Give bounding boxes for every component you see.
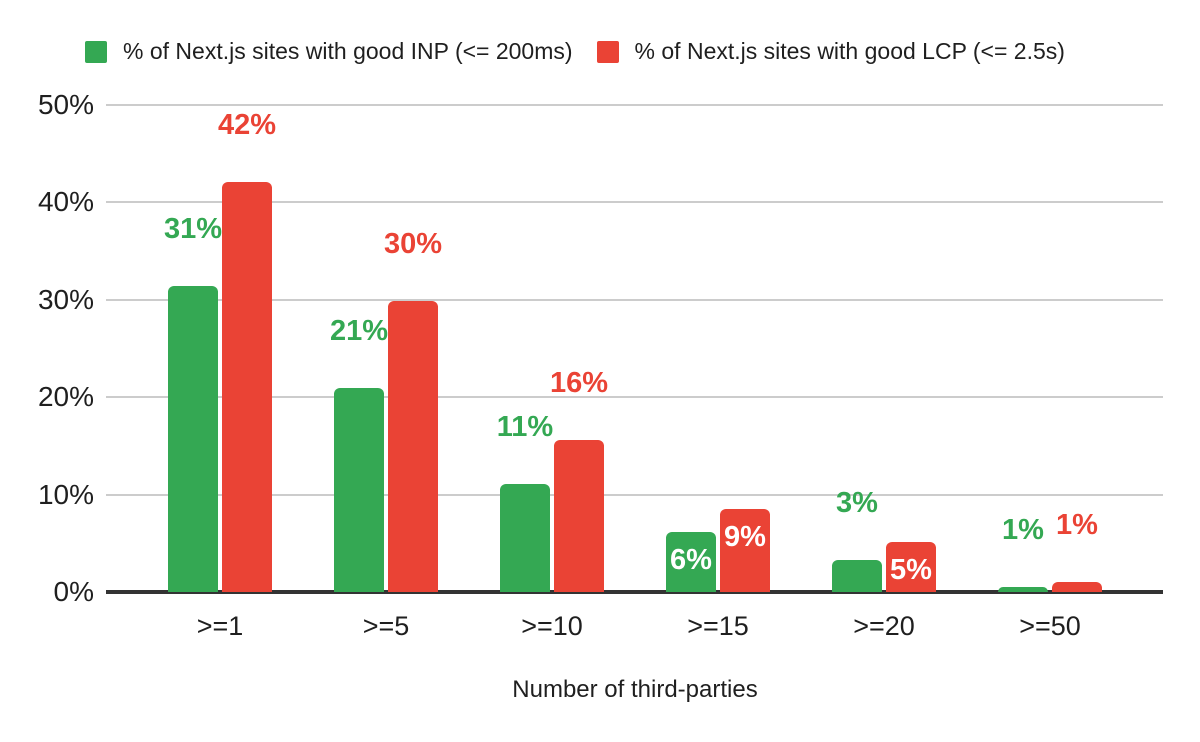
- bar-series1->=20: [886, 542, 936, 592]
- data-label-series1->=1: 42%: [217, 109, 277, 141]
- legend-item-1: % of Next.js sites with good LCP (<= 2.5…: [596, 38, 1065, 65]
- gridline: [106, 103, 1163, 106]
- y-tick-label: 0%: [53, 576, 94, 607]
- legend-swatch-icon: [85, 40, 107, 63]
- bar-series0->=20: [832, 560, 882, 592]
- gridline: [106, 201, 1163, 203]
- chart-legend: % of Next.js sites with good INP (<= 200…: [85, 38, 1065, 65]
- data-label-series1->=50: 1%: [1056, 509, 1098, 541]
- gridline: [106, 298, 1163, 301]
- y-tick-label: 10%: [37, 479, 94, 510]
- bar-series0->=15: [666, 532, 716, 592]
- x-tick-label: >=20: [853, 611, 915, 641]
- x-tick-label: >=5: [362, 611, 410, 641]
- gridline: [106, 493, 1163, 496]
- x-tick-label: >=10: [521, 611, 583, 641]
- data-label-series0->=10: 11%: [496, 411, 554, 443]
- legend-label: % of Next.js sites with good INP (<= 200…: [123, 38, 573, 64]
- data-label-series1->=20: 5%: [890, 554, 932, 586]
- y-tick-label: 40%: [37, 186, 94, 217]
- bar-series1->=5: [388, 301, 438, 592]
- data-label-series1->=10: 16%: [549, 367, 609, 399]
- bar-series0->=50: [998, 587, 1048, 592]
- legend-item-0: % of Next.js sites with good INP (<= 200…: [85, 38, 573, 65]
- x-tick-label: >=1: [196, 611, 244, 641]
- data-label-series0->=5: 21%: [329, 315, 389, 347]
- bar-series1->=15: [720, 509, 770, 592]
- bar-series1->=50: [1052, 582, 1102, 592]
- data-label-series0->=20: 3%: [836, 487, 878, 519]
- x-axis-line: [106, 590, 1163, 594]
- bar-series1->=10: [554, 440, 604, 592]
- data-label-series1->=5: 30%: [383, 228, 443, 260]
- gridline: [106, 396, 1163, 398]
- data-label-series0->=50: 1%: [1002, 514, 1044, 546]
- data-label-series0->=1: 31%: [163, 213, 223, 245]
- x-axis-title: Number of third-parties: [512, 676, 758, 703]
- y-tick-label: 30%: [37, 284, 94, 315]
- bar-series1->=1: [222, 182, 272, 592]
- y-tick-label: 20%: [37, 381, 94, 412]
- legend-label: % of Next.js sites with good LCP (<= 2.5…: [634, 38, 1065, 64]
- bar-series0->=10: [500, 484, 550, 592]
- bar-series0->=1: [168, 286, 218, 592]
- legend-swatch-icon: [596, 40, 619, 63]
- y-tick-label: 50%: [37, 89, 94, 120]
- x-tick-label: >=50: [1019, 611, 1081, 641]
- data-label-series0->=15: 6%: [670, 544, 712, 576]
- data-label-series1->=15: 9%: [724, 521, 766, 553]
- x-tick-label: >=15: [687, 611, 749, 641]
- bar-series0->=5: [334, 388, 384, 592]
